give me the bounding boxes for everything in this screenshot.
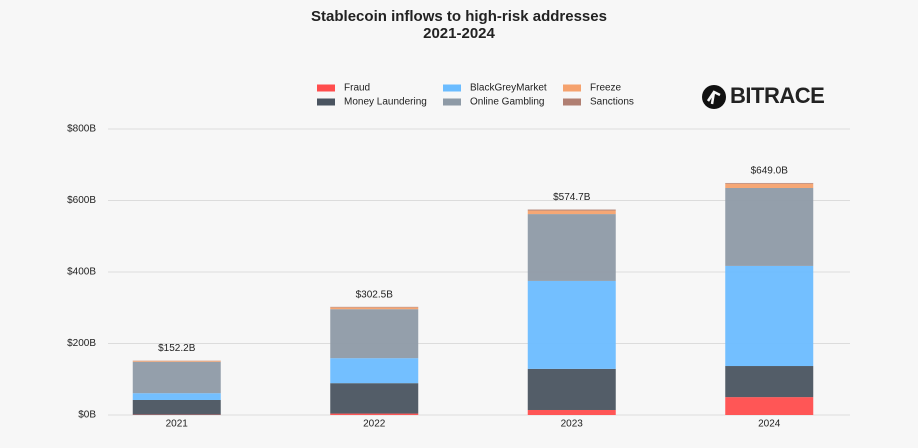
total-label: $574.7B bbox=[553, 192, 591, 203]
bar-segment bbox=[132, 393, 221, 400]
bar-segment bbox=[132, 399, 221, 415]
x-tick-label: 2023 bbox=[561, 419, 584, 430]
bar-segment bbox=[132, 361, 221, 394]
legend-swatch bbox=[443, 98, 461, 106]
x-tick-label: 2022 bbox=[363, 419, 386, 430]
bar-segment bbox=[527, 280, 616, 369]
bar-segment bbox=[725, 183, 814, 188]
bar-segment bbox=[527, 210, 616, 215]
x-tick-label: 2021 bbox=[166, 419, 189, 430]
y-tick-label: $800B bbox=[67, 124, 96, 135]
total-label: $152.2B bbox=[158, 343, 196, 354]
bar-segment bbox=[330, 307, 419, 310]
bar-segment bbox=[527, 214, 616, 281]
legend-label: Freeze bbox=[590, 83, 622, 94]
total-label: $302.5B bbox=[356, 289, 394, 300]
bar-segment bbox=[132, 360, 221, 362]
legend-label: Online Gambling bbox=[470, 97, 544, 108]
y-tick-label: $600B bbox=[67, 195, 96, 206]
y-tick-label: $200B bbox=[67, 338, 96, 349]
chart-title: Stablecoin inflows to high-risk addresse… bbox=[311, 8, 607, 25]
x-tick-label: 2024 bbox=[758, 419, 781, 430]
total-label: $649.0B bbox=[751, 166, 789, 177]
logo-text: BITRACE bbox=[730, 83, 824, 108]
legend-swatch bbox=[317, 98, 335, 106]
bar-segment bbox=[330, 358, 419, 384]
legend-swatch bbox=[563, 98, 581, 106]
bar-segment bbox=[330, 413, 419, 415]
legend-label: Money Laundering bbox=[344, 97, 427, 108]
bar-segment bbox=[725, 265, 814, 367]
legend-label: BlackGreyMarket bbox=[470, 83, 547, 94]
bar-segment bbox=[527, 409, 616, 415]
bar-segment bbox=[725, 182, 814, 184]
bar-segment bbox=[527, 209, 616, 211]
bar-segment bbox=[330, 383, 419, 414]
bar-segment bbox=[725, 366, 814, 398]
y-tick-label: $400B bbox=[67, 267, 96, 278]
legend-swatch bbox=[443, 84, 461, 92]
bar-segment bbox=[330, 309, 419, 359]
bar-segment bbox=[725, 397, 814, 415]
bar-segment bbox=[527, 368, 616, 410]
bar-segment bbox=[330, 306, 419, 308]
legend-swatch bbox=[563, 84, 581, 92]
logo-icon bbox=[702, 85, 726, 109]
chart-subtitle: 2021-2024 bbox=[423, 25, 495, 42]
legend-label: Fraud bbox=[344, 83, 370, 94]
y-tick-label: $0B bbox=[78, 410, 96, 421]
legend-swatch bbox=[317, 84, 335, 92]
legend-label: Sanctions bbox=[590, 97, 634, 108]
bar-segment bbox=[725, 187, 814, 266]
